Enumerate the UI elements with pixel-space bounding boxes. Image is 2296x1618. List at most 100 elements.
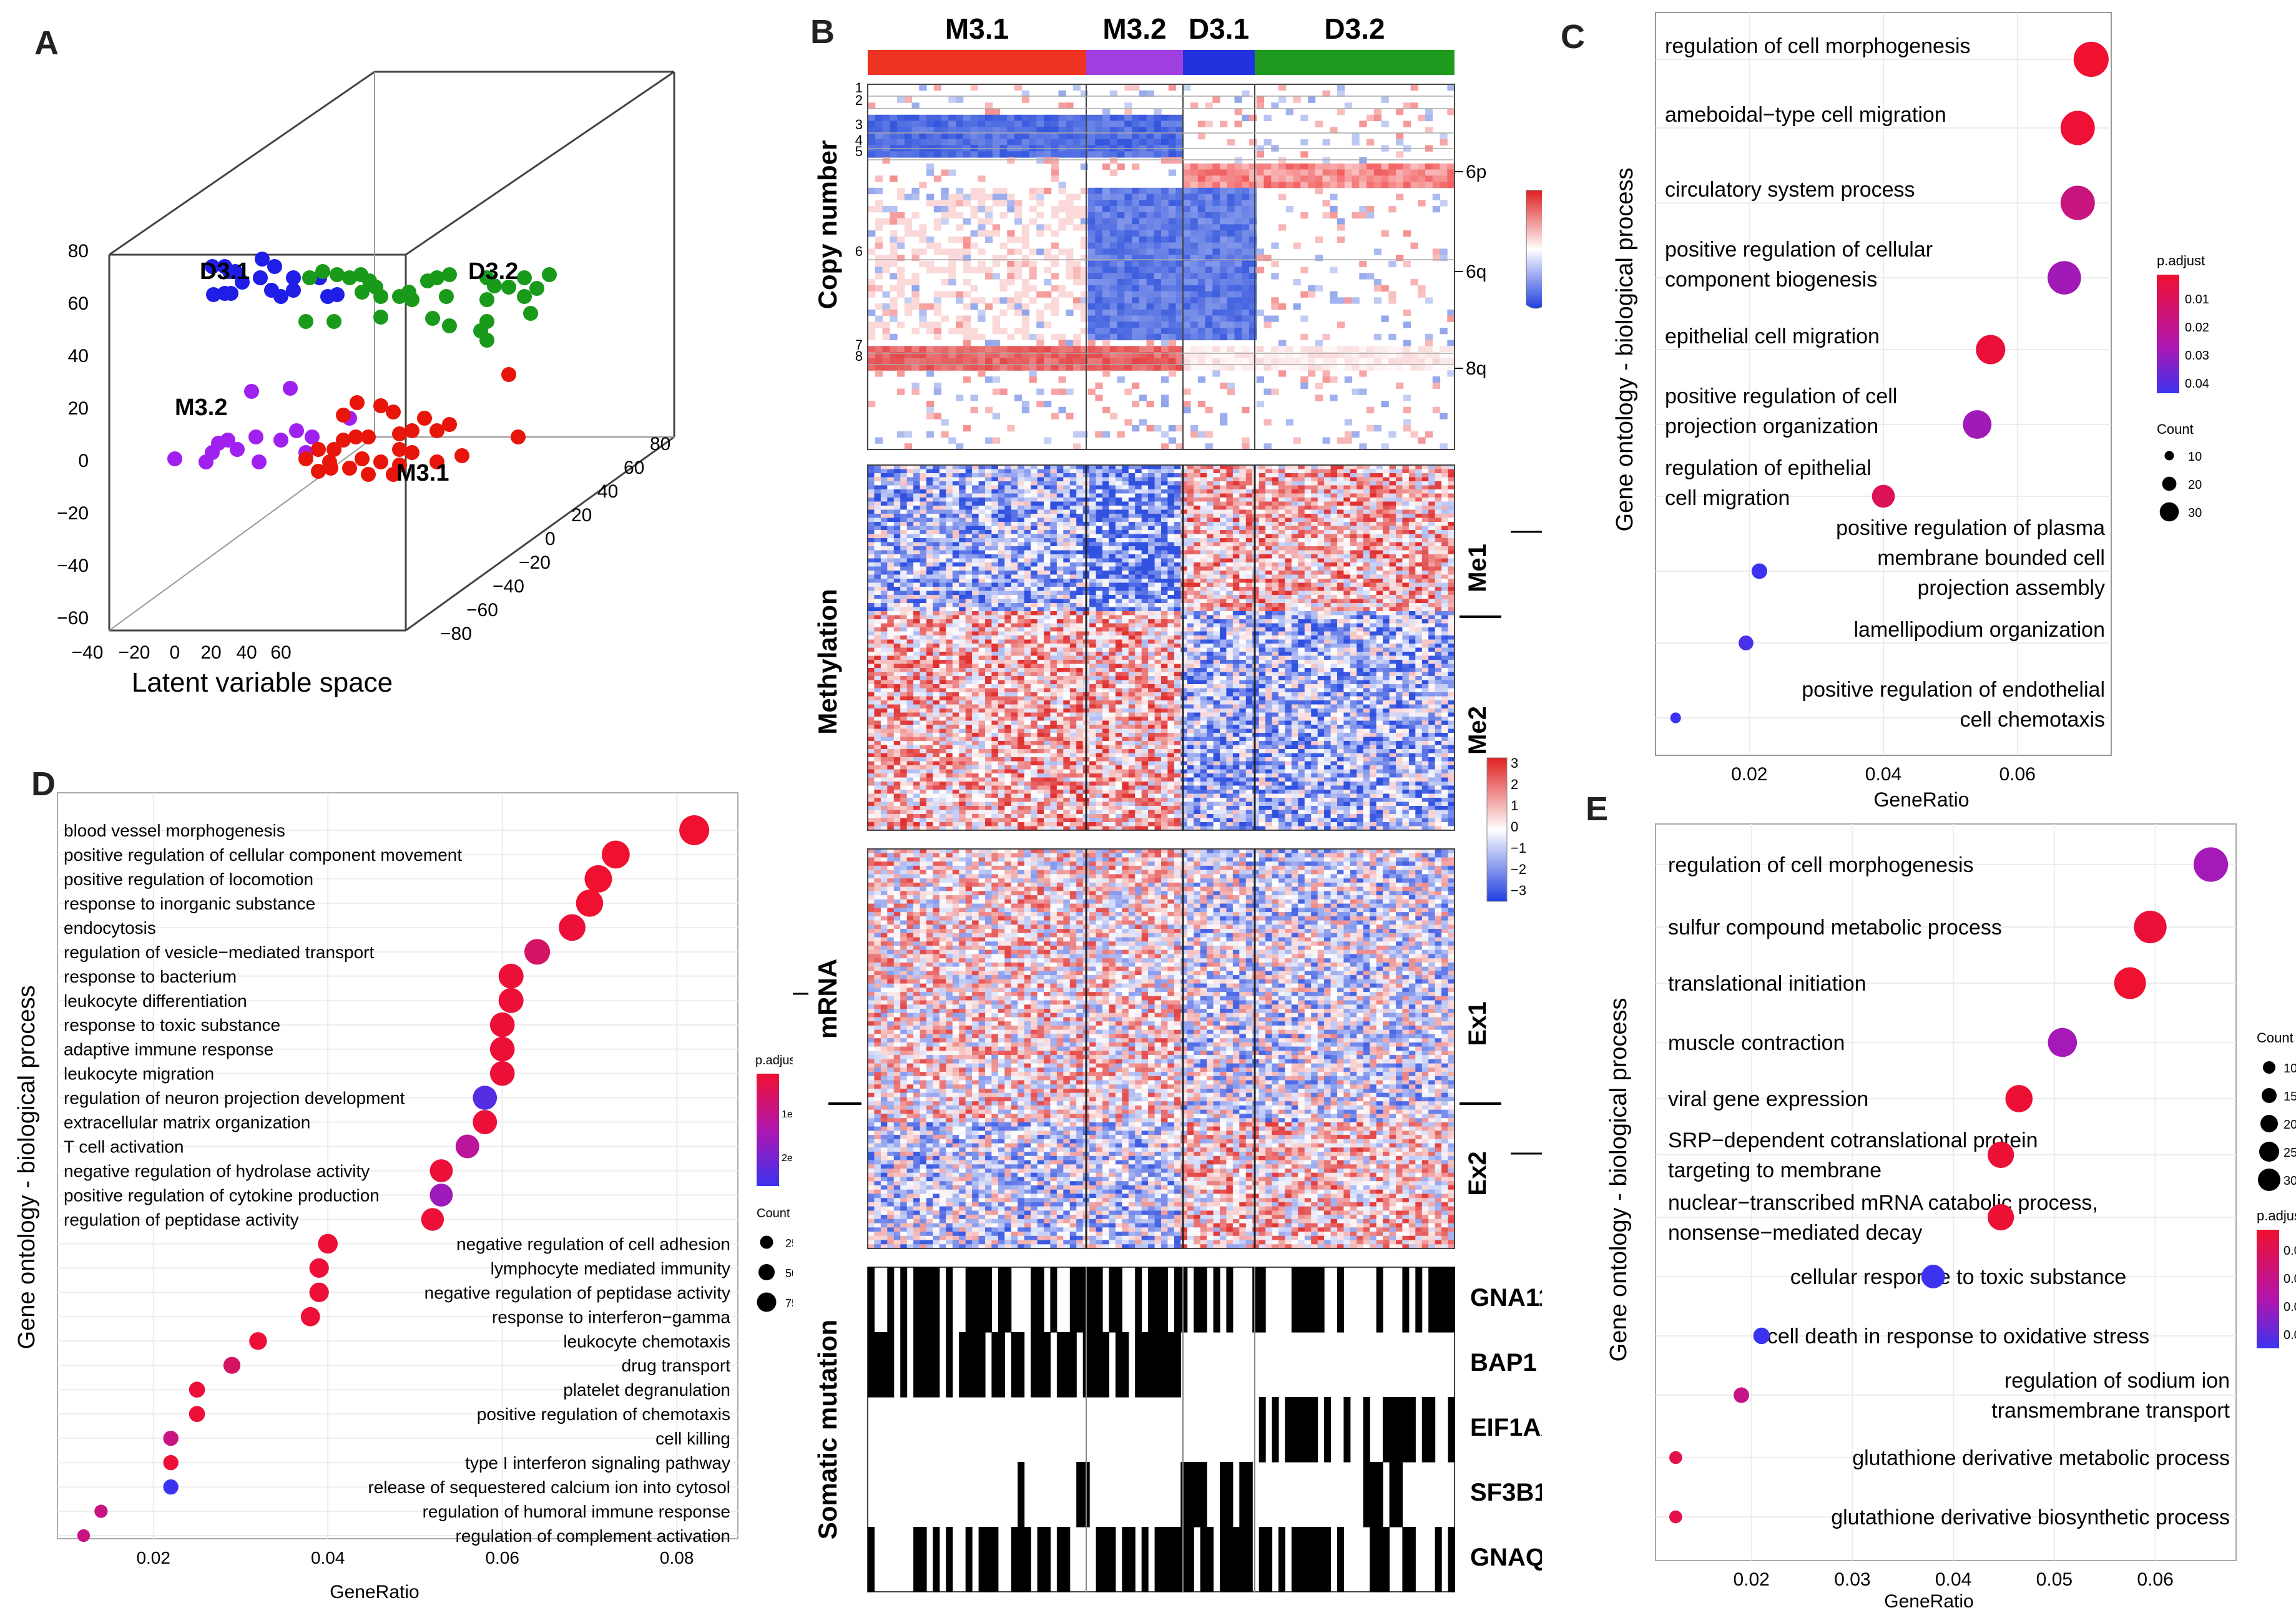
heat-cell	[985, 574, 992, 579]
heat-cell	[1227, 333, 1235, 341]
heat-cell	[893, 595, 901, 600]
heat-cell	[1117, 230, 1125, 237]
heat-cell	[992, 297, 1001, 304]
heat-cell	[1031, 793, 1038, 798]
heat-cell	[926, 358, 935, 365]
heat-cell	[956, 358, 964, 365]
heat-cell	[1146, 297, 1154, 304]
heat-cell	[1183, 242, 1191, 249]
heat-cell	[963, 248, 971, 255]
heat-cell	[1037, 802, 1044, 807]
heat-cell	[1056, 773, 1064, 778]
heat-cell	[913, 728, 921, 733]
heat-cell	[972, 526, 979, 531]
heat-cell	[874, 708, 881, 713]
heat-cell	[959, 688, 966, 693]
heat-cell	[1018, 704, 1025, 709]
heat-cell	[1154, 218, 1162, 225]
heat-cell	[1278, 169, 1287, 176]
heat-cell	[880, 481, 888, 486]
heat-cell	[939, 753, 946, 758]
heat-cell	[868, 562, 875, 567]
data-point	[417, 411, 432, 426]
data-point	[429, 423, 444, 438]
heat-cell	[882, 267, 890, 273]
heat-cell	[893, 680, 901, 685]
heat-cell	[1212, 321, 1220, 328]
heat-cell	[1242, 328, 1250, 335]
heat-cell	[985, 591, 992, 596]
heat-cell	[1050, 469, 1057, 474]
heat-cell	[1117, 139, 1125, 146]
heat-cell	[1031, 534, 1038, 539]
heat-cell	[1396, 169, 1404, 176]
heat-cell	[991, 765, 999, 770]
z-tick-label: −20	[57, 503, 89, 524]
heat-cell	[1388, 169, 1396, 176]
heat-cell	[939, 802, 946, 807]
heat-cell	[972, 514, 979, 519]
heat-cell	[946, 558, 953, 563]
heat-cell	[1004, 517, 1012, 522]
heat-cell	[1249, 212, 1257, 219]
heat-cell	[978, 725, 986, 730]
heat-cell	[933, 514, 940, 519]
heat-cell	[1058, 200, 1066, 207]
heat-cell	[900, 793, 908, 798]
heat-cell	[911, 303, 920, 310]
heat-cell	[1018, 810, 1025, 815]
heat-cell	[952, 761, 959, 766]
heat-cell	[1146, 194, 1154, 200]
data-point	[273, 289, 288, 304]
heat-cell	[1044, 489, 1051, 494]
heat-cell	[1056, 806, 1064, 811]
heat-cell	[1063, 574, 1071, 579]
heat-cell	[946, 579, 953, 584]
heat-cell	[1212, 175, 1220, 182]
heat-cell	[882, 151, 890, 158]
heat-cell	[1330, 267, 1338, 273]
heat-cell	[1037, 619, 1044, 624]
heat-cell	[963, 267, 971, 273]
heat-cell	[948, 114, 956, 122]
heat-cell	[1087, 267, 1096, 273]
heat-cell	[1168, 285, 1177, 292]
heat-cell	[893, 700, 901, 705]
heat-cell	[933, 151, 942, 158]
heat-cell	[998, 696, 1005, 701]
heat-cell	[926, 761, 933, 766]
heat-cell	[1212, 346, 1220, 353]
data-point	[373, 289, 388, 304]
heat-cell	[893, 728, 901, 733]
heat-cell	[893, 652, 901, 657]
heat-cell	[920, 517, 927, 522]
heat-cell	[1031, 822, 1038, 827]
heat-cell	[939, 672, 946, 677]
heat-cell	[1014, 114, 1023, 122]
heat-cell	[1418, 169, 1426, 176]
heat-cell	[978, 684, 986, 689]
heat-cell	[874, 712, 881, 717]
heat-cell	[1190, 352, 1199, 359]
heat-cell	[1024, 611, 1031, 616]
heat-cell	[1308, 352, 1316, 359]
heat-cell	[1011, 777, 1018, 782]
heat-cell	[978, 623, 986, 628]
heat-cell	[970, 212, 978, 219]
heat-cell	[1337, 358, 1345, 365]
heat-cell	[991, 737, 999, 742]
heat-cell	[1011, 798, 1018, 803]
heat-cell	[1425, 182, 1433, 189]
heat-cell	[933, 660, 940, 665]
heat-cell	[1037, 639, 1044, 644]
heat-cell	[1004, 765, 1012, 770]
heat-cell	[1021, 309, 1030, 316]
heat-cell	[913, 668, 921, 673]
heat-cell	[978, 260, 986, 268]
heat-cell	[1197, 328, 1206, 335]
heat-cell	[1021, 242, 1030, 249]
heat-cell	[1256, 175, 1265, 182]
heat-cell	[933, 798, 940, 803]
heat-cell	[978, 782, 986, 787]
heat-cell	[1021, 96, 1030, 103]
